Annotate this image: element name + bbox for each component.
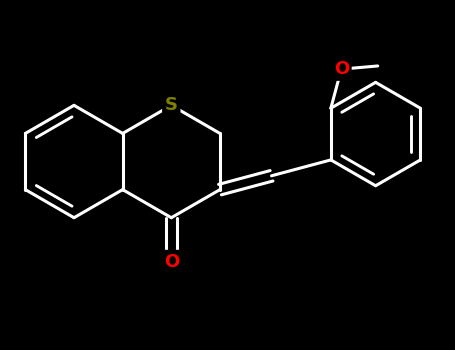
Text: O: O [164, 252, 179, 271]
Text: S: S [165, 96, 178, 114]
Text: O: O [334, 60, 349, 78]
